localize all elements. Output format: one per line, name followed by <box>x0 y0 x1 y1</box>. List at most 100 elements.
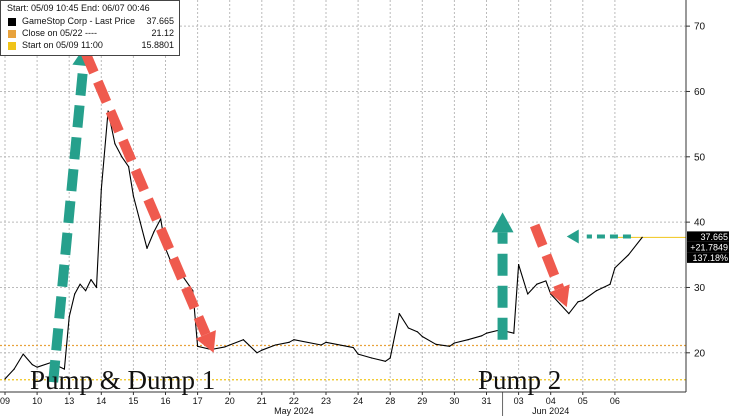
y-tick-label: 50 <box>694 152 706 163</box>
x-tick-label: 09 <box>0 396 10 406</box>
legend-row-last-price: GameStop Corp - Last Price 37.665 <box>4 16 178 27</box>
price-point <box>127 166 130 168</box>
price-point <box>627 254 630 256</box>
x-tick-label: 31 <box>481 396 491 406</box>
y-tick-label: 20 <box>694 348 706 359</box>
y-tick-label: 40 <box>694 218 706 229</box>
legend-row-close: Close on 05/22 ---- 21.12 <box>4 28 178 39</box>
legend-swatch-close <box>8 30 16 38</box>
price-point <box>74 293 76 295</box>
price-point <box>293 339 295 341</box>
y-tick-label: 60 <box>694 87 706 98</box>
x-tick-label: 22 <box>289 396 299 406</box>
price-point <box>357 353 359 355</box>
annotation-arrow-head <box>195 330 216 353</box>
price-point <box>256 352 258 354</box>
x-tick-label: 17 <box>193 396 203 406</box>
price-point <box>274 344 277 346</box>
legend-row-start: Start on 05/09 11:00 15.8801 <box>4 40 178 51</box>
x-tick-label: 29 <box>417 396 427 406</box>
last-price-label: 137.18% <box>692 253 728 263</box>
price-point <box>595 290 598 292</box>
chart-grid <box>0 0 686 416</box>
annotation-arrow-head <box>566 229 579 244</box>
price-point <box>36 366 38 368</box>
price-point <box>582 299 584 302</box>
annotation-arrow-head <box>549 284 570 308</box>
y-tick-label: 70 <box>694 22 706 33</box>
price-point <box>352 346 354 349</box>
x-tick-label: 03 <box>514 396 524 406</box>
price-point <box>31 363 33 366</box>
y-tick-label: 30 <box>694 283 706 294</box>
price-point <box>518 264 520 266</box>
x-month-label: Jun 2024 <box>532 406 569 416</box>
annotation-pump-2: Pump 2 <box>478 365 562 395</box>
annotation-arrow-shaft <box>48 65 89 383</box>
x-tick-label: 13 <box>64 396 74 406</box>
legend-value-last-price: 37.665 <box>146 16 174 26</box>
price-point <box>132 195 134 197</box>
price-point <box>242 339 244 341</box>
legend-value-close: 21.12 <box>151 28 174 38</box>
price-point <box>84 290 87 292</box>
price-point <box>114 143 116 145</box>
price-point <box>407 327 409 329</box>
price-point <box>577 301 579 303</box>
price-point <box>146 247 148 249</box>
price-point <box>4 378 6 380</box>
legend-label-start: Start on 05/09 11:00 <box>22 40 103 50</box>
x-tick-label: 04 <box>546 396 556 406</box>
price-point <box>197 345 199 347</box>
price-point <box>68 316 70 318</box>
price-point <box>384 360 386 362</box>
x-tick-label: 20 <box>225 396 235 406</box>
x-tick-label: 14 <box>96 396 106 406</box>
price-point <box>63 368 65 370</box>
legend-swatch-last-price <box>8 18 16 26</box>
annotation-pump-and-dump-1: Pump & Dump 1 <box>30 365 216 395</box>
last-price-label: 37.665 <box>700 232 728 242</box>
price-point <box>536 283 538 285</box>
x-tick-label: 05 <box>578 396 588 406</box>
price-point <box>153 231 155 233</box>
last-price-label: +21.7849 <box>690 242 728 252</box>
x-month-label: May 2024 <box>274 406 314 416</box>
price-point <box>95 286 98 289</box>
annotation-arrow-shaft <box>80 50 211 337</box>
price-line <box>4 110 643 380</box>
price-point <box>448 345 451 347</box>
price-point <box>485 332 488 334</box>
price-point <box>545 280 547 282</box>
x-tick-label: 10 <box>32 396 42 406</box>
price-point <box>559 303 561 305</box>
price-point <box>421 335 423 338</box>
last-price-label-box <box>687 241 729 253</box>
price-point <box>513 332 515 334</box>
legend-header: Start: 05/09 10:45 End: 06/07 00:46 <box>7 3 150 13</box>
legend-label-close: Close on 05/22 ---- <box>22 28 98 38</box>
legend-value-start: 15.8801 <box>141 40 174 50</box>
price-point <box>107 110 109 112</box>
last-price-label-box <box>687 252 729 263</box>
price-point <box>398 313 400 315</box>
price-point <box>22 353 24 355</box>
legend-label-last-price: GameStop Corp - Last Price <box>22 16 136 26</box>
price-point <box>13 368 15 370</box>
price-point <box>79 283 81 285</box>
price-point <box>527 293 529 295</box>
price-series <box>4 110 643 380</box>
x-tick-label: 15 <box>128 396 138 406</box>
price-point <box>435 343 437 345</box>
x-tick-label: 21 <box>257 396 267 406</box>
price-point <box>389 357 391 359</box>
price-point <box>325 341 327 343</box>
price-point <box>568 313 570 315</box>
price-point <box>371 357 373 359</box>
x-axis: 09 10 13 14 15 16 17 20 21 22 23 24 28 29 30 31 03 04 05 06… <box>0 391 686 416</box>
x-tick-label: 16 <box>160 396 170 406</box>
legend-swatch-start <box>8 42 16 50</box>
price-point <box>229 344 231 346</box>
